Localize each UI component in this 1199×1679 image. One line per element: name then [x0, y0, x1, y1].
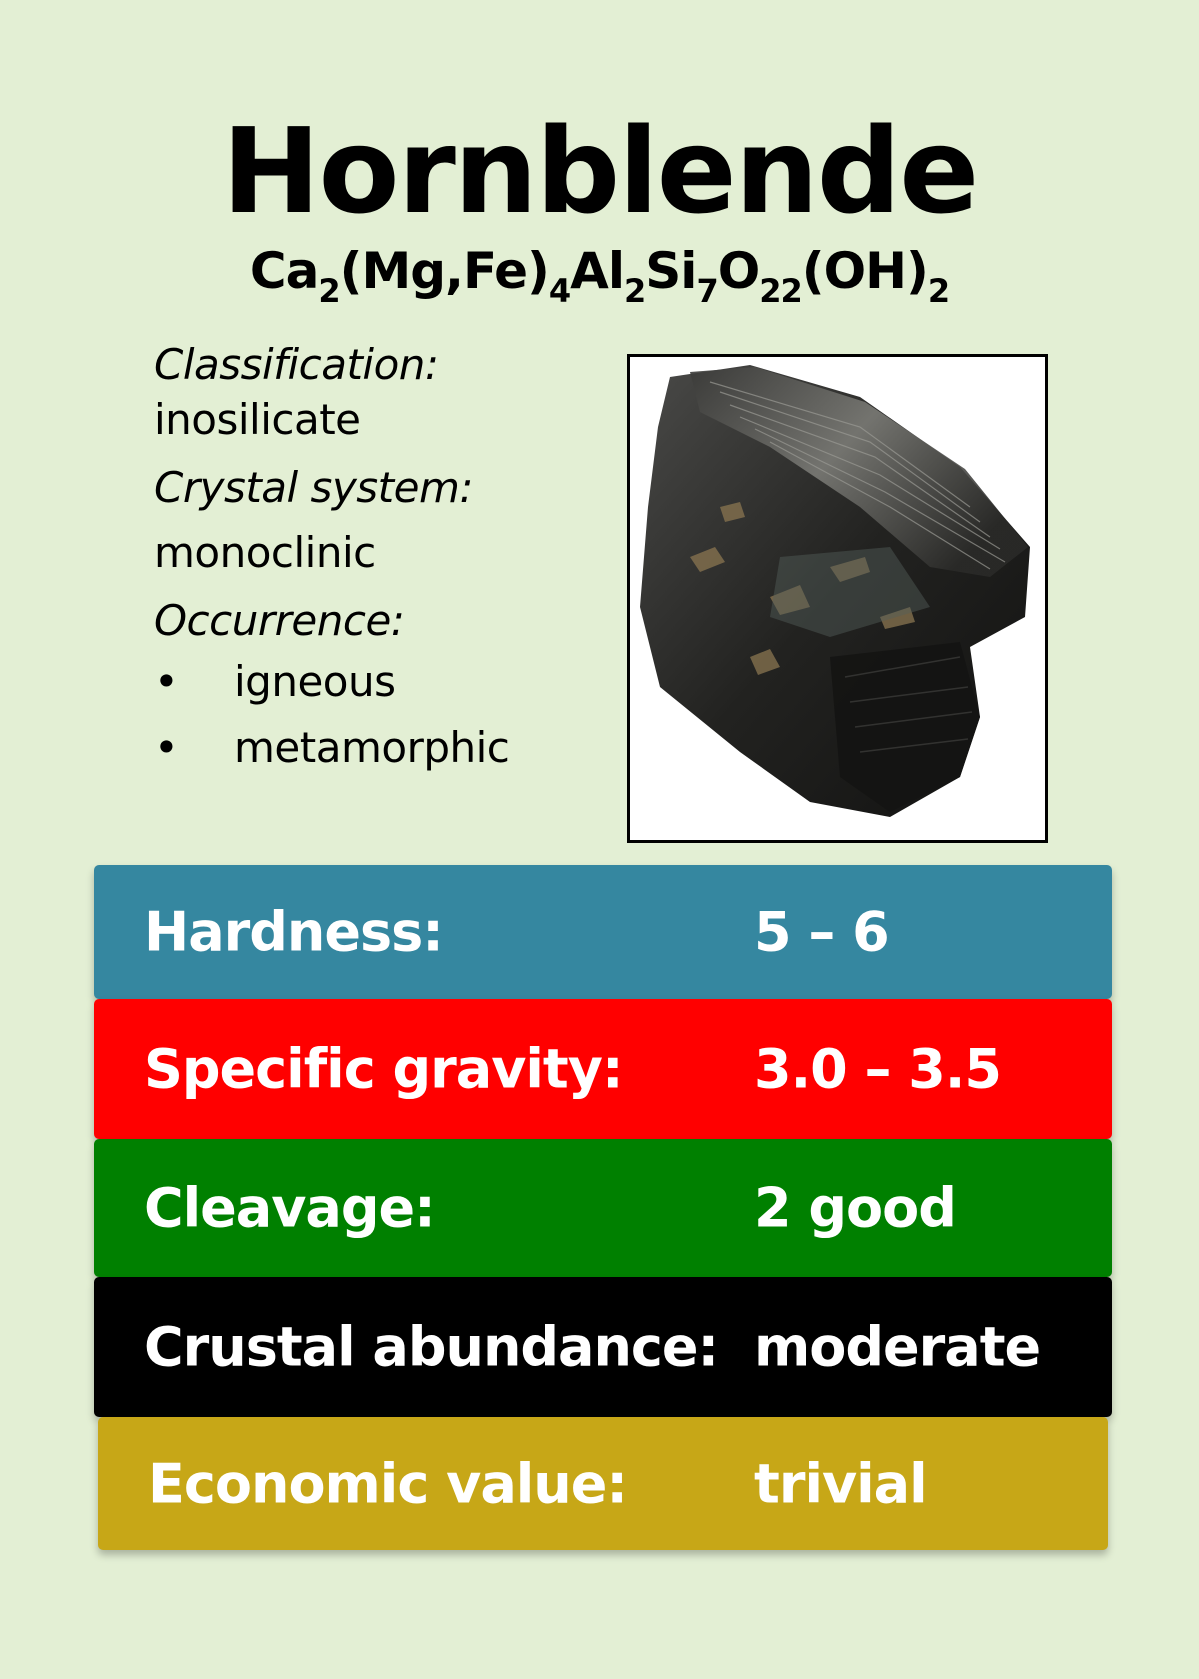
property-value: 3.0 – 3.5	[754, 1037, 1002, 1101]
bullet-icon: •	[154, 722, 179, 772]
mineral-info: Classification: inosilicate Crystal syst…	[154, 338, 594, 781]
property-label: Hardness:	[144, 900, 444, 964]
formula-part: Al2	[570, 242, 646, 310]
property-value: 2 good	[754, 1176, 957, 1240]
formula-part: Si7	[645, 242, 718, 310]
property-label: Specific gravity:	[144, 1037, 624, 1101]
property-row-crustal-abundance: Crustal abundance: moderate	[94, 1277, 1112, 1417]
property-value: moderate	[754, 1315, 1041, 1379]
property-row-specific-gravity: Specific gravity: 3.0 – 3.5	[94, 999, 1112, 1139]
formula-part: (OH)2	[801, 242, 950, 310]
formula-part: Ca2	[249, 242, 341, 310]
property-label: Cleavage:	[144, 1176, 436, 1240]
bullet-icon: •	[154, 656, 179, 706]
mineral-photo	[627, 354, 1048, 843]
formula-part: (Mg,Fe)4	[339, 242, 572, 310]
chemical-formula: Ca2(Mg,Fe)4Al2Si7O22(OH)2	[0, 246, 1199, 307]
mineral-rock-photo-icon	[640, 365, 1030, 817]
list-item: • igneous	[154, 649, 594, 715]
crystal-system-label: Crystal system:	[154, 463, 474, 513]
list-item: • metamorphic	[154, 715, 594, 781]
property-label: Crustal abundance:	[144, 1315, 719, 1379]
property-row-cleavage: Cleavage: 2 good	[94, 1139, 1112, 1277]
crystal-system-value: monoclinic	[154, 527, 376, 577]
property-value: trivial	[754, 1452, 928, 1515]
property-table: Hardness: 5 – 6 Specific gravity: 3.0 – …	[94, 865, 1112, 1550]
property-label: Economic value:	[148, 1452, 628, 1515]
property-value: 5 – 6	[754, 900, 890, 964]
property-row-economic-value: Economic value: trivial	[98, 1417, 1108, 1550]
classification-value: inosilicate	[154, 394, 361, 444]
occurrence-label: Occurrence:	[154, 596, 405, 646]
formula-part: O22	[717, 242, 803, 310]
mineral-name: Hornblende	[221, 102, 979, 240]
classification-label: Classification:	[154, 340, 439, 389]
property-row-hardness: Hardness: 5 – 6	[94, 865, 1112, 999]
occurrence-list: • igneous • metamorphic	[154, 649, 594, 781]
